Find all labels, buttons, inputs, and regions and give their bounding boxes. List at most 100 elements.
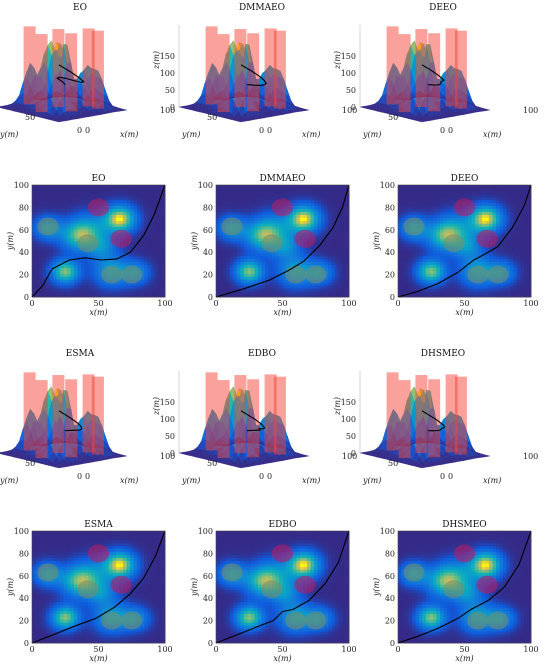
heat-cell xyxy=(307,214,311,218)
heat-cell xyxy=(429,202,434,207)
heat-cell xyxy=(35,252,40,257)
heat-cell xyxy=(321,288,325,292)
heat-cell xyxy=(39,255,43,260)
heat-cell xyxy=(258,276,262,280)
heat-cell xyxy=(53,270,57,274)
heat-cell xyxy=(126,246,131,251)
heat-cell xyxy=(321,229,325,233)
heat-cell xyxy=(331,193,336,198)
heat-cell xyxy=(70,241,75,245)
heat-cell xyxy=(300,208,304,212)
heat-cell xyxy=(398,226,402,230)
heat-cell xyxy=(307,282,311,286)
heat-cell xyxy=(223,279,227,283)
heat-cell xyxy=(268,267,273,271)
heat-cell xyxy=(454,196,458,201)
heat-cell xyxy=(258,193,262,198)
heat-cell xyxy=(230,288,234,292)
heat-cell xyxy=(144,205,148,209)
heat-cell xyxy=(216,273,220,277)
y-tick-label: 60 xyxy=(19,226,29,235)
heat-cell xyxy=(105,193,110,198)
heat-cell xyxy=(70,276,75,280)
heat-cell xyxy=(251,202,255,207)
heat-cell xyxy=(112,229,117,233)
heat-cell xyxy=(468,193,472,198)
heat-cell xyxy=(35,246,40,251)
heat-cell xyxy=(321,211,325,215)
heat-cell xyxy=(77,291,82,295)
heat-cell xyxy=(151,279,155,283)
heat-cell xyxy=(42,235,47,239)
heat-cell xyxy=(289,226,294,230)
heat-cell xyxy=(158,291,162,295)
heat-cell xyxy=(436,258,441,263)
heat-cell xyxy=(303,285,308,289)
heat-cell xyxy=(151,258,155,263)
heat-cell xyxy=(70,229,75,233)
heat-cell xyxy=(49,270,54,274)
heat-cell xyxy=(443,261,448,265)
heat-cell xyxy=(335,270,339,274)
heat-cell xyxy=(112,185,117,189)
heat-cell xyxy=(63,252,68,257)
heat-cell xyxy=(485,267,490,271)
heat-cell xyxy=(310,220,315,224)
heat-cell xyxy=(261,208,266,212)
heat-cell xyxy=(126,285,131,289)
heat-cell xyxy=(74,223,78,227)
heat-cell xyxy=(244,214,248,218)
heat-cell xyxy=(317,258,322,263)
heat-cell xyxy=(154,252,159,257)
heat-cell xyxy=(331,235,336,239)
heat-cell xyxy=(84,291,89,295)
heat-cell xyxy=(317,249,322,254)
heat-cell xyxy=(53,255,57,260)
heat-cell xyxy=(464,196,469,201)
heat-cell xyxy=(286,187,290,192)
obstacle-circle xyxy=(121,265,143,284)
heat-cell xyxy=(461,187,465,192)
heat-cell xyxy=(237,187,241,192)
heat-cell xyxy=(84,229,89,233)
heat-cell xyxy=(35,220,40,224)
heat-cell xyxy=(140,249,145,254)
heat-cell xyxy=(258,255,262,260)
heat-cell xyxy=(447,208,451,212)
heat-cell xyxy=(119,208,124,212)
heat-cell xyxy=(237,190,241,195)
heat-cell xyxy=(39,196,43,201)
heat-cell xyxy=(426,258,430,263)
heat-cell xyxy=(282,288,287,292)
heat-cell xyxy=(338,199,343,204)
heat-cell xyxy=(119,190,124,195)
heat-cell xyxy=(70,255,75,260)
heat-cell xyxy=(123,196,127,201)
heat-cell xyxy=(436,285,441,289)
heat-cell xyxy=(67,288,71,292)
heat-cell xyxy=(272,229,276,233)
z-tick-label: 50 xyxy=(346,86,356,95)
heat-cell xyxy=(216,220,220,224)
heat-cell xyxy=(261,249,266,254)
heat-cell xyxy=(109,249,113,254)
heat-cell xyxy=(254,288,259,292)
heat-cell xyxy=(53,243,57,248)
heat-cell xyxy=(130,232,134,236)
heat-cell xyxy=(95,190,99,195)
heat-cell xyxy=(91,196,96,201)
heat-cell xyxy=(63,193,68,198)
heat-cell xyxy=(440,202,444,207)
heat-cell xyxy=(328,243,332,248)
heat-cell xyxy=(422,187,427,192)
heat-cell xyxy=(130,285,134,289)
heat-cell xyxy=(324,220,329,224)
heat-cell xyxy=(440,261,444,265)
heat-cell xyxy=(247,279,252,283)
heat-cell xyxy=(147,208,152,212)
heat-cell xyxy=(310,199,315,204)
heat-cell xyxy=(233,187,238,192)
heat-cell xyxy=(450,291,455,295)
heat-cell xyxy=(88,267,92,271)
heat-cell xyxy=(272,232,276,236)
